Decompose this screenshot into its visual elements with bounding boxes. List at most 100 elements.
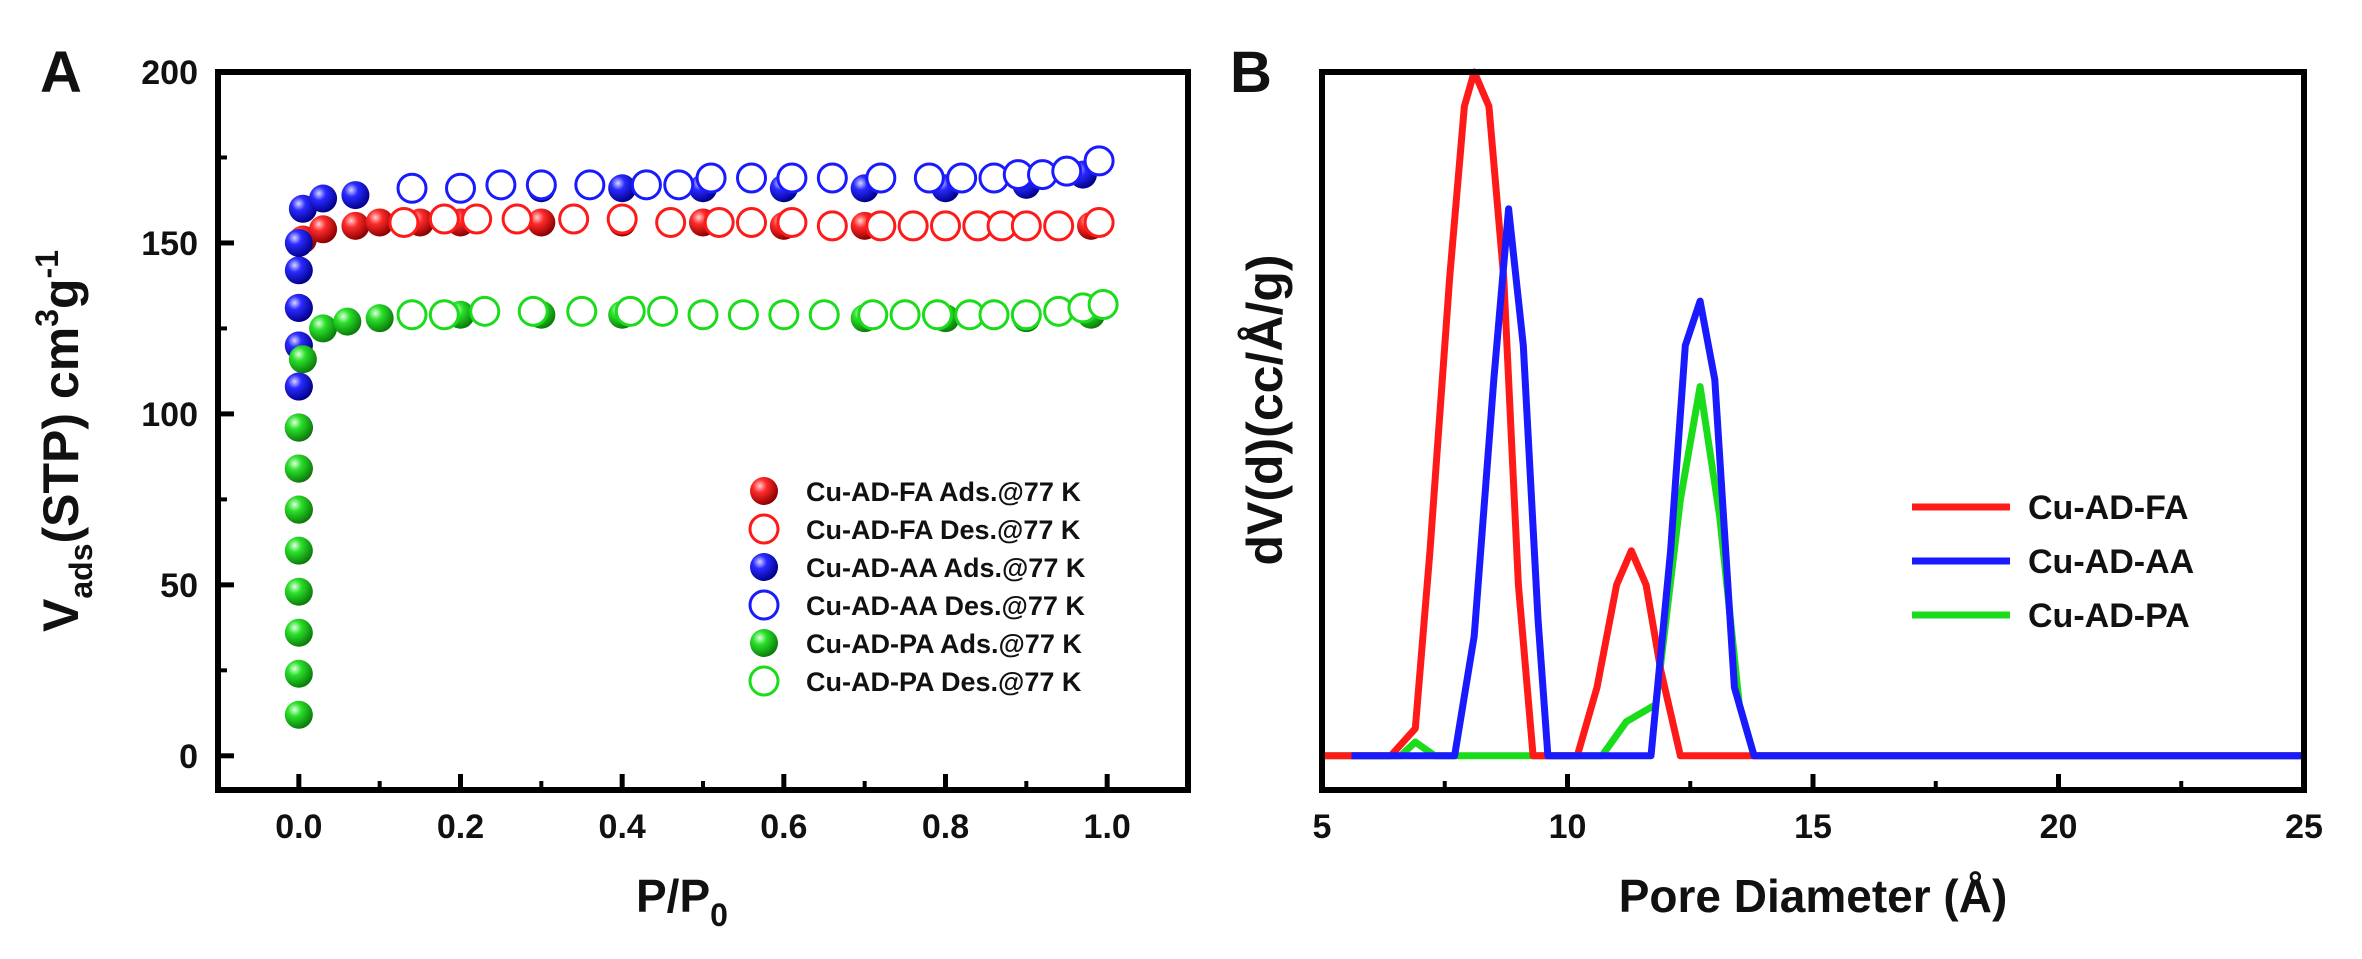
panel-a-point-s1-13 bbox=[930, 210, 961, 242]
panel-a-x-tick-label: 1.0 bbox=[1084, 808, 1131, 846]
panel-b-x-tick-label: 15 bbox=[1794, 808, 1832, 846]
panel-a-legend-label: Cu-AD-PA Ads.@77 K bbox=[806, 629, 1082, 659]
panel-label-b: B bbox=[1230, 40, 1272, 105]
panel-a-point-s0-9 bbox=[365, 208, 394, 237]
panel-a-point-s4-2 bbox=[284, 618, 313, 647]
panel-a-point-s3-8 bbox=[736, 162, 767, 194]
panel-b-legend-label: Cu-AD-AA bbox=[2028, 543, 2194, 581]
panel-a-point-s1-8 bbox=[736, 206, 767, 238]
panel-a-point-s5-6 bbox=[647, 295, 679, 327]
y-label-sub: ads bbox=[63, 544, 99, 599]
panel-a-point-s3-3 bbox=[525, 169, 557, 201]
y-label-mid: (STP) cm bbox=[33, 327, 89, 544]
panel-a-point-s1-5 bbox=[606, 203, 638, 235]
panel-a-point-s5-19 bbox=[1087, 288, 1119, 320]
panel-a-legend-marker bbox=[748, 513, 780, 545]
svg-text:Vads(STP) cm3g-1: Vads(STP) cm3g-1 bbox=[29, 250, 99, 632]
y-label-sup3: 3 bbox=[29, 309, 65, 327]
panel-a-y-tick-label: 0 bbox=[179, 738, 198, 776]
panel-a-x-tick-label: 0.4 bbox=[599, 808, 646, 846]
panel-b-lines bbox=[1322, 68, 2304, 760]
panel-a-point-s2-11 bbox=[608, 174, 637, 203]
panel-b-series-line-0 bbox=[1322, 68, 2304, 760]
panel-a-point-s4-1 bbox=[284, 659, 313, 688]
panel-a-point-s3-1 bbox=[445, 172, 476, 204]
panel-b-x-tick-label: 25 bbox=[2285, 808, 2323, 846]
panel-a-point-s1-2 bbox=[461, 203, 493, 235]
panel-a-point-s5-16 bbox=[1010, 299, 1042, 331]
panel-a-point-s2-7 bbox=[309, 184, 338, 213]
panel-a-point-s0-7 bbox=[309, 215, 338, 244]
panel-a-point-s4-6 bbox=[284, 454, 313, 483]
panel-a-point-s5-2 bbox=[469, 295, 501, 327]
panel-a-legend-label: Cu-AD-AA Ads.@77 K bbox=[806, 553, 1086, 583]
panel-a-x-tick-label: 0.2 bbox=[437, 808, 484, 846]
panel-a-point-s2-1 bbox=[284, 372, 313, 401]
panel-a-point-s4-5 bbox=[284, 495, 313, 524]
panel-a-y-axis-label: Vads(STP) cm3g-1 bbox=[29, 250, 99, 632]
panel-a-point-s5-7 bbox=[687, 299, 719, 331]
panel-a-point-s5-12 bbox=[889, 299, 921, 331]
panel-a-point-s3-10 bbox=[816, 162, 848, 194]
panel-a-point-s5-13 bbox=[921, 299, 953, 331]
panel-a-y-tick-label: 200 bbox=[141, 54, 198, 92]
panel-a-point-s5-9 bbox=[768, 299, 800, 331]
panel-a-point-s3-0 bbox=[396, 172, 428, 204]
panel-a-point-s2-8 bbox=[341, 181, 370, 210]
panel-a-point-s4-0 bbox=[284, 700, 313, 729]
panel-a-y-tick-label: 150 bbox=[141, 225, 198, 263]
panel-a-ticks: 0.0 0.2 0.4 0.6 0.8 1.0 0 50 100 150 200 bbox=[141, 54, 1131, 846]
panel-a-legend-marker bbox=[750, 629, 778, 657]
panel-a-point-s5-5 bbox=[614, 295, 646, 327]
panel-a-point-s3-2 bbox=[485, 169, 517, 201]
x-label-sub: 0 bbox=[710, 897, 728, 933]
panel-a-point-s4-4 bbox=[284, 536, 313, 565]
panel-a-points bbox=[284, 145, 1119, 729]
panel-a-point-s3-6 bbox=[663, 169, 695, 201]
panel-a-point-s1-12 bbox=[897, 210, 929, 242]
panel-a-point-s1-1 bbox=[428, 203, 460, 235]
panel-a-point-s3-13 bbox=[946, 162, 978, 194]
panel-a-point-s3-11 bbox=[865, 162, 897, 194]
panel-a-legend-marker bbox=[750, 477, 778, 505]
panel-a-point-s1-3 bbox=[501, 203, 533, 235]
panel-a-point-s5-0 bbox=[396, 299, 428, 331]
panel-a-point-s3-17 bbox=[1051, 155, 1083, 187]
panel-a-legend-marker bbox=[748, 665, 780, 697]
panel-a-legend-marker bbox=[748, 589, 780, 621]
panel-a-point-s4-9 bbox=[309, 314, 338, 343]
panel-a-point-s1-7 bbox=[703, 206, 735, 238]
panel-a-legend: Cu-AD-FA Ads.@77 K Cu-AD-FA Des.@77 K Cu-A… bbox=[748, 477, 1086, 697]
panel-a-point-s4-11 bbox=[365, 304, 394, 333]
panel-a-point-s3-12 bbox=[913, 162, 945, 194]
panel-a-point-s3-9 bbox=[776, 162, 808, 194]
panel-a-point-s4-3 bbox=[284, 577, 313, 606]
panel-b-x-tick-label: 10 bbox=[1549, 808, 1587, 846]
panel-a-point-s5-4 bbox=[566, 295, 598, 327]
panel-a-y-tick-label: 50 bbox=[160, 567, 198, 605]
panel-a-point-s1-10 bbox=[816, 210, 848, 242]
panel-a-point-s4-7 bbox=[284, 413, 313, 442]
panel-a-point-s0-12 bbox=[527, 208, 556, 237]
panel-a-point-s1-0 bbox=[388, 206, 420, 238]
panel-a-point-s5-10 bbox=[808, 299, 840, 331]
panel-a: A 0.0 0.2 0.4 0.6 0.8 1.0 0 50 100 150 200 Cu-AD-F… bbox=[29, 40, 1191, 933]
y-label-g: g bbox=[33, 278, 89, 309]
panel-a-point-s3-18 bbox=[1083, 145, 1115, 177]
panel-a-point-s3-7 bbox=[695, 162, 727, 194]
panel-a-point-s1-4 bbox=[558, 203, 590, 235]
panel-a-legend-label: Cu-AD-FA Ads.@77 K bbox=[806, 477, 1081, 507]
panel-a-point-s1-18 bbox=[1083, 206, 1115, 238]
y-label-v: V bbox=[33, 598, 89, 632]
panel-a-point-s5-1 bbox=[428, 299, 460, 331]
panel-b: B 5 10 15 20 25 Cu-AD-FA Cu-AD-AA Cu-AD-PA Por… bbox=[1230, 40, 2323, 922]
panel-a-point-s5-15 bbox=[978, 299, 1010, 331]
panel-b-legend-label: Cu-AD-PA bbox=[2028, 597, 2190, 635]
panel-a-x-tick-label: 0.8 bbox=[922, 808, 969, 846]
panel-a-legend-marker bbox=[750, 553, 778, 581]
panel-b-series-line-1 bbox=[1351, 205, 2304, 760]
panel-a-point-s1-16 bbox=[1010, 210, 1042, 242]
panel-a-x-tick-label: 0.0 bbox=[275, 808, 322, 846]
panel-b-legend-label: Cu-AD-FA bbox=[2028, 489, 2189, 527]
